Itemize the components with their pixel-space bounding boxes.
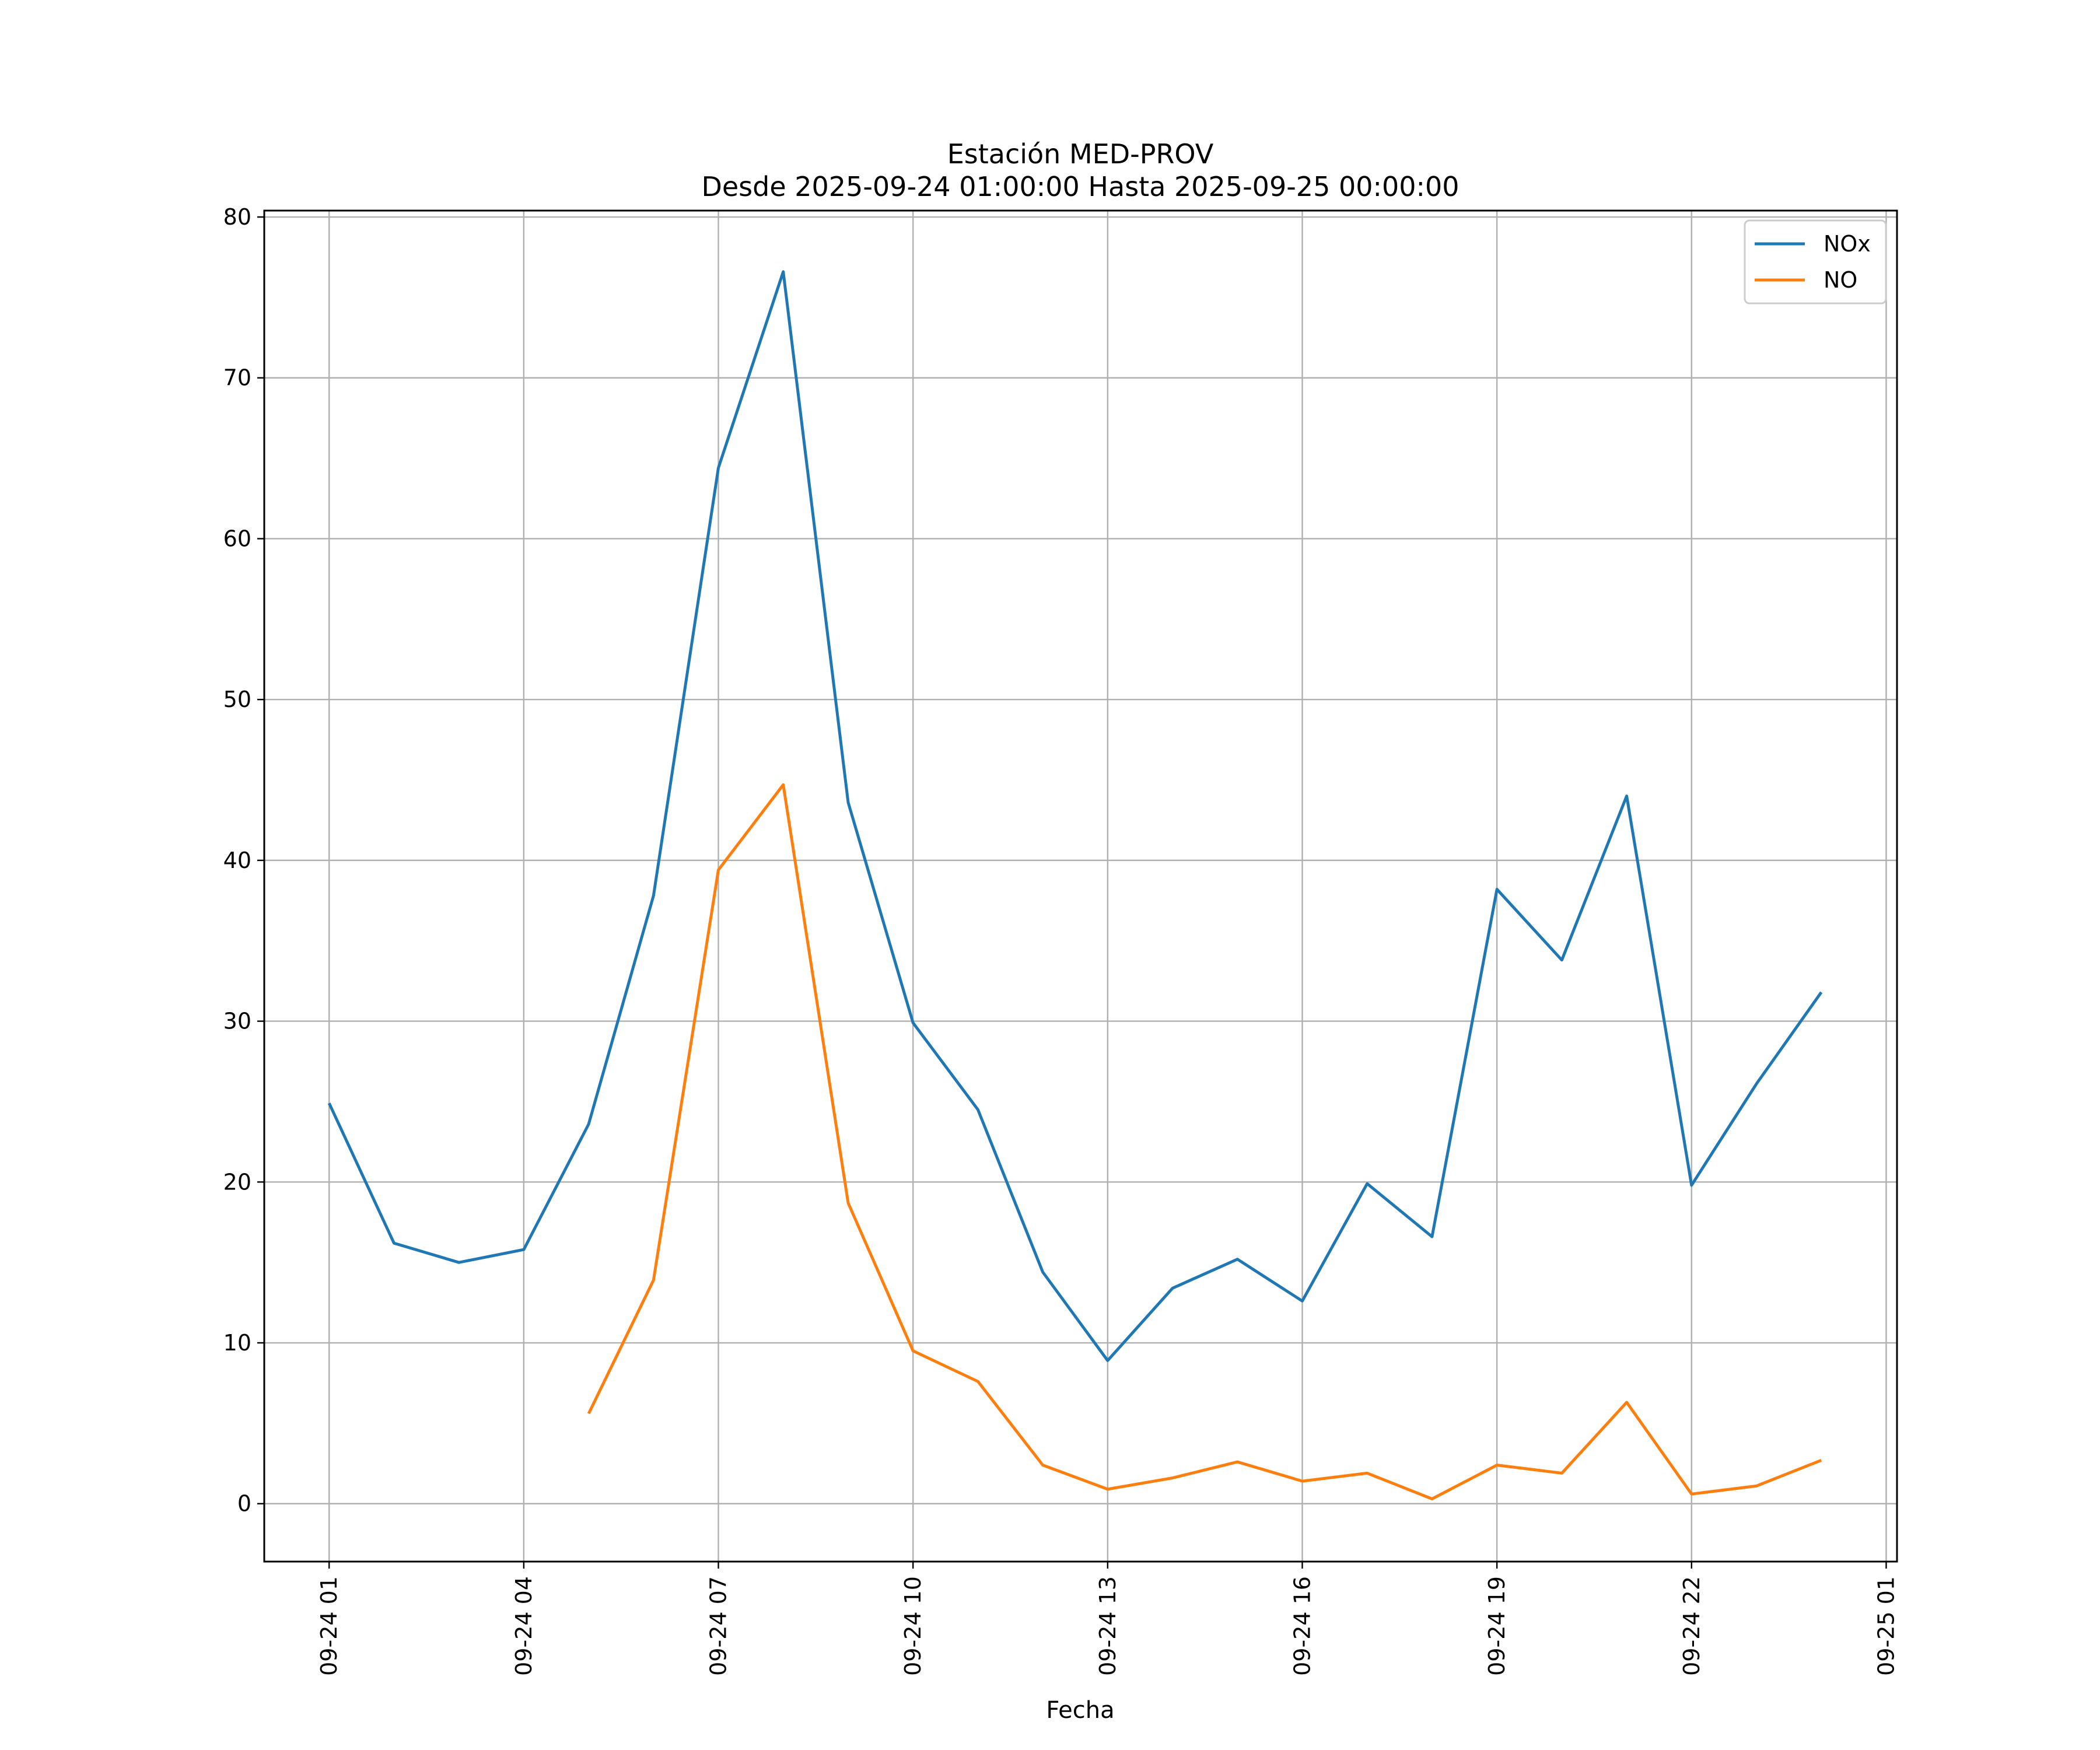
plot-frame [263,209,1898,1563]
y-tick-label: 30 [223,1009,251,1034]
y-tick-label: 40 [223,848,251,873]
x-tick-label: 09-24 13 [1095,1576,1121,1676]
x-tick-label: 09-24 07 [706,1576,732,1676]
y-tick-label: 0 [237,1491,251,1517]
legend-box [1744,219,1887,304]
y-tick-label: 70 [223,365,251,391]
y-tick-label: 10 [223,1330,251,1356]
chart-title: Estación MED-PROV [947,138,1214,170]
series-line-nox [327,270,1823,1362]
x-tick-label: 09-25 01 [1873,1576,1899,1676]
series-line-no [587,783,1822,1500]
series-lines [327,270,1823,1500]
x-axis-label: Fecha [1046,1697,1114,1724]
legend: NOx NO [1744,219,1887,304]
x-tick-label: 09-24 01 [316,1576,342,1676]
x-tick-label: 09-24 19 [1484,1576,1510,1676]
x-tick-label: 09-24 10 [900,1576,926,1676]
grid [264,211,1897,1562]
y-tick-label: 80 [223,204,251,230]
y-tick-label: 60 [223,526,251,551]
chart-subtitle: Desde 2025-09-24 01:00:00 Hasta 2025-09-… [701,171,1459,202]
x-tick-label: 09-24 16 [1289,1576,1315,1676]
x-tick-label: 09-24 22 [1679,1576,1704,1676]
x-tick-label: 09-24 04 [511,1576,537,1676]
y-tick-label: 20 [223,1169,251,1195]
axis-ticks: 0 10 20 30 40 50 60 70 80 09-24 01 09-24 04 09-24 0… [223,204,1899,1676]
legend-label-nox: NOx [1824,231,1871,257]
y-tick-label: 50 [223,687,251,712]
legend-label-no: NO [1824,267,1857,293]
